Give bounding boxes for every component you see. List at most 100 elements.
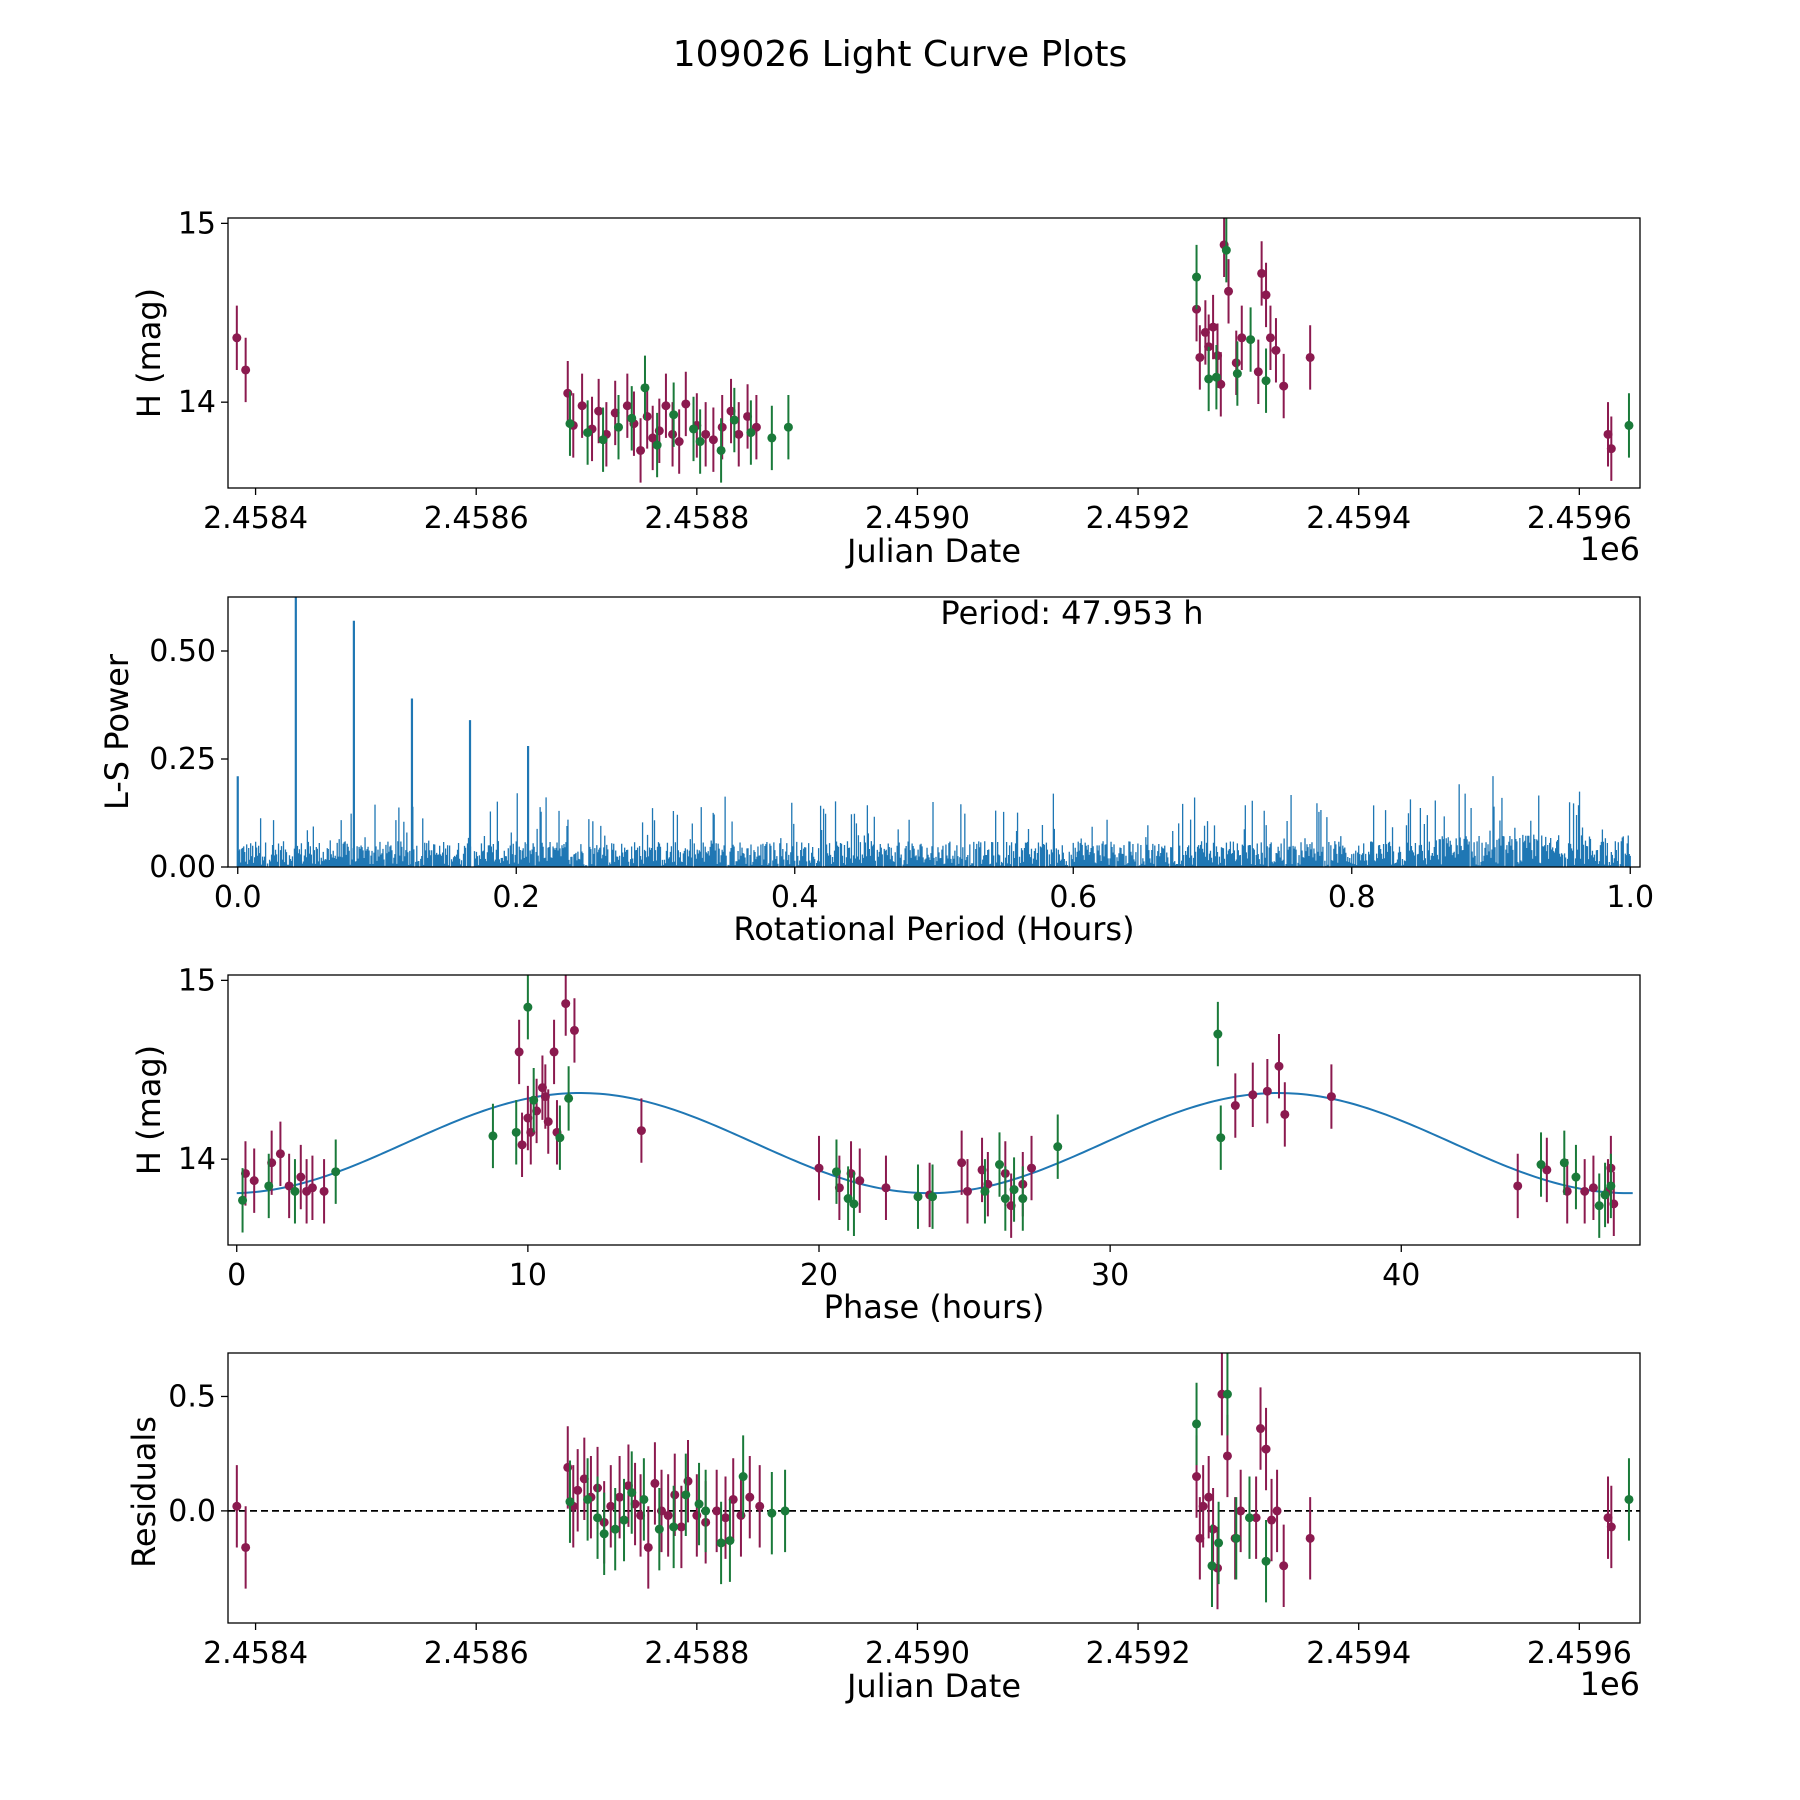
residuals-point-magenta — [1236, 1506, 1246, 1516]
phased-clipped — [238, 975, 1619, 1238]
phased-point-green — [511, 1127, 521, 1137]
lightcurve-ytick-label: 14 — [178, 385, 216, 420]
phased-point-magenta — [1230, 1101, 1240, 1111]
lightcurve-point-magenta — [1237, 333, 1247, 343]
residuals-xtick-label: 2.4592 — [1086, 1636, 1191, 1671]
residuals-point-green — [738, 1472, 748, 1482]
phased-point-magenta — [1542, 1165, 1552, 1175]
lightcurve-point-magenta — [701, 429, 711, 439]
periodogram-xtick-label: 0.2 — [492, 880, 540, 915]
phased-point-green — [331, 1167, 341, 1177]
lightcurve-xtick-label: 2.4586 — [424, 501, 529, 536]
lightcurve-point-magenta — [1216, 379, 1226, 389]
phased-point-green — [1018, 1194, 1028, 1204]
residuals-ytick-label: 0.0 — [168, 1494, 216, 1529]
residuals-point-magenta — [1279, 1561, 1289, 1571]
lightcurve-xtick-label: 2.4594 — [1306, 501, 1411, 536]
lightcurve-xtick-label: 2.4596 — [1527, 501, 1632, 536]
lightcurve-ytick-label: 15 — [178, 206, 216, 241]
residuals-point-green — [725, 1536, 735, 1546]
residuals-point-magenta — [1256, 1424, 1266, 1434]
phased-point-magenta — [296, 1172, 306, 1182]
lightcurve-point-magenta — [1195, 352, 1205, 362]
phased-point-magenta — [514, 1047, 524, 1057]
residuals-point-magenta — [1204, 1492, 1214, 1502]
residuals-point-magenta — [1208, 1524, 1218, 1534]
residuals-xtick-label: 2.4586 — [424, 1636, 529, 1671]
residuals-xtick-label: 2.4590 — [865, 1636, 970, 1671]
residuals-point-green — [701, 1506, 711, 1516]
residuals-point-magenta — [1222, 1451, 1232, 1461]
residuals-xlabel: Julian Date — [845, 1667, 1021, 1705]
lightcurve-ticks: 2.4584 2.4586 2.4588 2.4590 2.4592 2.4594 2.45… — [178, 206, 1632, 536]
lightcurve-point-magenta — [674, 437, 684, 447]
phased-point-green — [980, 1186, 990, 1196]
phased-point-green — [555, 1133, 565, 1143]
panel-periodogram: 0.0 0.2 0.4 0.6 0.8 1.0 0.00 0.25 0.50 Period: 4… — [98, 594, 1654, 948]
phased-point-green — [843, 1194, 853, 1204]
phased-ytick-label: 15 — [178, 963, 216, 998]
lightcurve-point-magenta — [636, 445, 646, 455]
lightcurve-point-green — [1192, 272, 1202, 282]
residuals-point-green — [716, 1538, 726, 1548]
residuals-point-green — [1624, 1494, 1634, 1504]
lightcurve-point-green — [1261, 376, 1271, 386]
phased-ytick-label: 14 — [178, 1142, 216, 1177]
residuals-point-magenta — [630, 1499, 640, 1509]
residuals-point-green — [1244, 1513, 1254, 1523]
residuals-plot-area — [228, 1353, 1640, 1610]
lightcurve-xtick-label: 2.4588 — [644, 501, 749, 536]
phased-point-magenta — [1274, 1061, 1284, 1071]
residuals-point-magenta — [650, 1478, 660, 1488]
residuals-ticks: 2.4584 2.4586 2.4588 2.4590 2.4592 2.4594 2.45… — [168, 1379, 1632, 1671]
lightcurve-point-magenta — [1224, 286, 1234, 296]
panel-phased: 0 10 20 30 40 14 15 Phase (hours) H (mag) — [130, 963, 1641, 1326]
residuals-point-magenta — [579, 1474, 589, 1484]
lightcurve-point-magenta — [594, 406, 604, 416]
phased-point-green — [1571, 1172, 1581, 1182]
phased-point-magenta — [517, 1140, 527, 1150]
phased-point-magenta — [307, 1183, 317, 1193]
lightcurve-point-green — [640, 383, 650, 393]
periodogram-xtick-label: 0.8 — [1328, 880, 1376, 915]
residuals-point-green — [1222, 1389, 1232, 1399]
phased-point-magenta — [1588, 1183, 1598, 1193]
periodogram-noise — [237, 776, 1631, 867]
lightcurve-point-green — [565, 419, 575, 429]
lightcurve-point-green — [729, 415, 739, 425]
residuals-point-green — [583, 1494, 593, 1504]
residuals-point-magenta — [1606, 1522, 1616, 1532]
phased-point-magenta — [549, 1047, 559, 1057]
phased-point-green — [564, 1093, 574, 1103]
lightcurve-point-green — [1624, 420, 1634, 430]
residuals-point-green — [694, 1499, 704, 1509]
phased-ticks: 0 10 20 30 40 14 15 — [178, 963, 1421, 1293]
lightcurve-clipped — [232, 218, 1634, 483]
lightcurve-offset-label: 1e6 — [1580, 530, 1640, 568]
phased-point-green — [488, 1131, 498, 1141]
lightcurve-point-green — [627, 413, 637, 423]
phased-point-green — [523, 1002, 533, 1012]
lightcurve-point-magenta — [1271, 345, 1281, 355]
residuals-point-magenta — [755, 1501, 765, 1511]
lightcurve-xtick-label: 2.4590 — [865, 501, 970, 536]
lightcurve-point-magenta — [610, 408, 620, 418]
lightcurve-point-magenta — [232, 333, 242, 343]
lightcurve-point-magenta — [577, 401, 587, 411]
figure-title: 109026 Light Curve Plots — [673, 34, 1127, 75]
lightcurve-point-magenta — [648, 433, 658, 443]
residuals-point-magenta — [1267, 1515, 1277, 1525]
panel-residuals: 2.4584 2.4586 2.4588 2.4590 2.4592 2.4594 2.45… — [125, 1352, 1641, 1705]
phased-xtick-label: 20 — [800, 1258, 838, 1293]
lightcurve-point-magenta — [1257, 268, 1267, 278]
residuals-point-magenta — [573, 1485, 583, 1495]
residuals-point-magenta — [232, 1501, 242, 1511]
residuals-point-magenta — [1603, 1513, 1613, 1523]
phased-point-magenta — [569, 1025, 579, 1035]
periodogram-ytick-label: 0.50 — [149, 634, 216, 669]
residuals-point-magenta — [1261, 1444, 1271, 1454]
residuals-point-green — [610, 1524, 620, 1534]
periodogram-xtick-label: 0.4 — [771, 880, 819, 915]
residuals-point-green — [1261, 1556, 1271, 1566]
phased-point-green — [849, 1199, 859, 1209]
